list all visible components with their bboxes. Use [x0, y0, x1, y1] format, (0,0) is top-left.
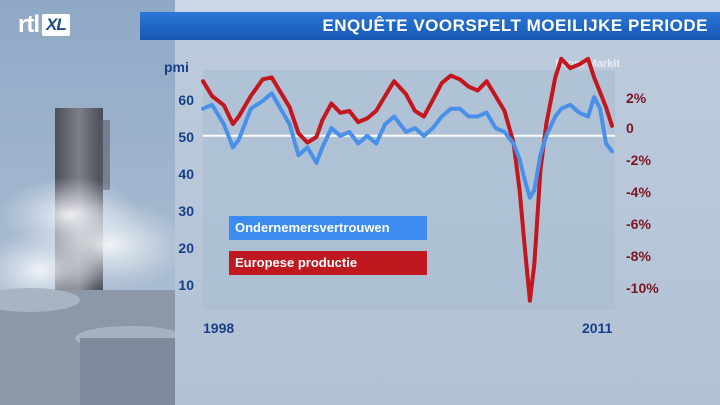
y-right-tick: -8% [626, 248, 651, 264]
y-right-tick: 2% [626, 90, 647, 106]
y-left-tick: 60 [178, 92, 194, 108]
chart-title: ENQUÊTE VOORSPELT MOEILIJKE PERIODE [322, 16, 708, 35]
y-right-tick: -6% [626, 216, 651, 232]
x-tick-end: 2011 [582, 320, 613, 336]
y-left-tick: 20 [178, 240, 194, 256]
y-left-tick: 40 [178, 166, 194, 182]
series-line-europese-productie [201, 56, 614, 303]
y-left-tick: 10 [178, 277, 194, 293]
legend-europese-productie: Europese productie [229, 251, 427, 275]
x-tick-start: 1998 [203, 320, 235, 336]
y-right-tick: -4% [626, 184, 651, 200]
logo-xl: XL [42, 14, 70, 36]
y-axis-label: pmi [164, 59, 189, 75]
series-line-ondernemersvertrouwen [201, 91, 614, 200]
y-right-tick: -10% [626, 280, 659, 296]
title-bar: ENQUÊTE VOORSPELT MOEILIJKE PERIODE [140, 12, 720, 40]
logo-rtl: rtl [18, 11, 40, 38]
rtlxl-logo: rtl XL [18, 11, 70, 38]
y-right-tick: -2% [626, 152, 651, 168]
y-left-tick: 30 [178, 203, 194, 219]
y-left-tick: 50 [178, 129, 194, 145]
y-right-tick: 0 [626, 120, 634, 136]
legend-ondernemersvertrouwen: Ondernemersvertrouwen [229, 216, 427, 240]
